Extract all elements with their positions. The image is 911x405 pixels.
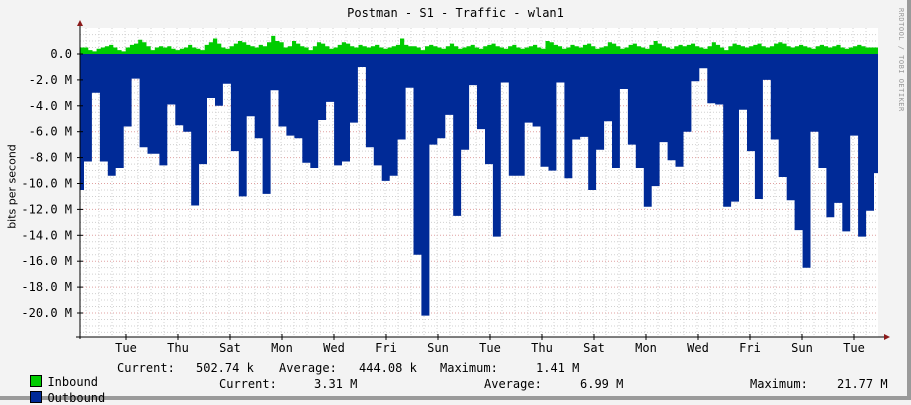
axes: [76, 20, 890, 340]
x-axis-ticks: Tue Thu Sat Mon Wed Fri Sun Tue Thu Sat Mon Wed Fri S…: [115, 334, 865, 355]
x-tick-label: Sat: [219, 341, 241, 355]
x-tick-label: Tue: [479, 341, 501, 355]
chart-title: Postman - S1 - Traffic - wlan1: [347, 6, 564, 20]
x-tick-label: Mon: [635, 341, 657, 355]
y-tick-label: -4.0 M: [29, 99, 72, 113]
x-tick-label: Fri: [375, 341, 397, 355]
y-tick-label: 0.0: [50, 47, 72, 61]
inbound-maximum-label: Maximum:: [440, 361, 498, 375]
y-tick-label: -20.0 M: [21, 306, 72, 320]
inbound-maximum-value: 1.41 M: [536, 361, 580, 375]
y-tick-label: -10.0 M: [21, 177, 72, 191]
outbound-swatch-icon: [30, 391, 43, 403]
inbound-average-label: Average:: [279, 361, 337, 375]
x-tick-label: Sat: [583, 341, 605, 355]
inbound-current-label: Current:: [117, 361, 175, 375]
y-tick-label: -2.0 M: [29, 73, 72, 87]
outbound-current-label: Current:: [219, 377, 277, 391]
outbound-average-value: 6.99 M: [580, 377, 624, 391]
x-tick-label: Wed: [687, 341, 709, 355]
series-areas: [80, 35, 878, 316]
x-tick-label: Sun: [427, 341, 449, 355]
x-tick-label: Wed: [323, 341, 345, 355]
legend-outbound: Outbound: [16, 377, 105, 405]
outbound-current-value: 3.31 M: [314, 377, 358, 391]
rrdtool-watermark: RRDTOOL / TOBI OETIKER: [897, 8, 905, 112]
inbound-area: [80, 35, 878, 54]
outbound-maximum-label: Maximum:: [750, 377, 808, 391]
outbound-label: Outbound: [47, 391, 106, 405]
y-tick-label: -16.0 M: [21, 254, 72, 268]
outbound-maximum-value: 21.77 M: [837, 377, 888, 391]
legend-inbound: Inbound: [16, 361, 98, 389]
y-tick-label: -6.0 M: [29, 125, 72, 139]
y-axis-arrow-icon: [77, 20, 83, 26]
y-tick-label: -18.0 M: [21, 280, 72, 294]
inbound-label: Inbound: [47, 375, 99, 389]
x-tick-label: Mon: [271, 341, 293, 355]
x-tick-label: Tue: [843, 341, 865, 355]
x-tick-label: Sun: [791, 341, 813, 355]
x-tick-label: Thu: [531, 341, 553, 355]
y-tick-label: -8.0 M: [29, 151, 72, 165]
x-tick-label: Tue: [115, 341, 137, 355]
y-tick-label: -12.0 M: [21, 202, 72, 216]
y-tick-label: -14.0 M: [21, 228, 72, 242]
x-tick-label: Fri: [739, 341, 761, 355]
x-tick-label: Thu: [167, 341, 189, 355]
outbound-average-label: Average:: [484, 377, 542, 391]
inbound-current-value: 502.74 k: [196, 361, 254, 375]
inbound-swatch-icon: [30, 375, 43, 387]
y-axis-ticks: 0.0 -2.0 M -4.0 M -6.0 M -8.0 M -10.0 M -12.0 …: [21, 47, 83, 320]
outbound-area: [80, 54, 878, 316]
x-axis-arrow-icon: [884, 334, 890, 340]
inbound-average-value: 444.08 k: [359, 361, 417, 375]
traffic-chart: 0.0 -2.0 M -4.0 M -6.0 M -8.0 M -10.0 M -12.0 …: [21, 20, 890, 355]
